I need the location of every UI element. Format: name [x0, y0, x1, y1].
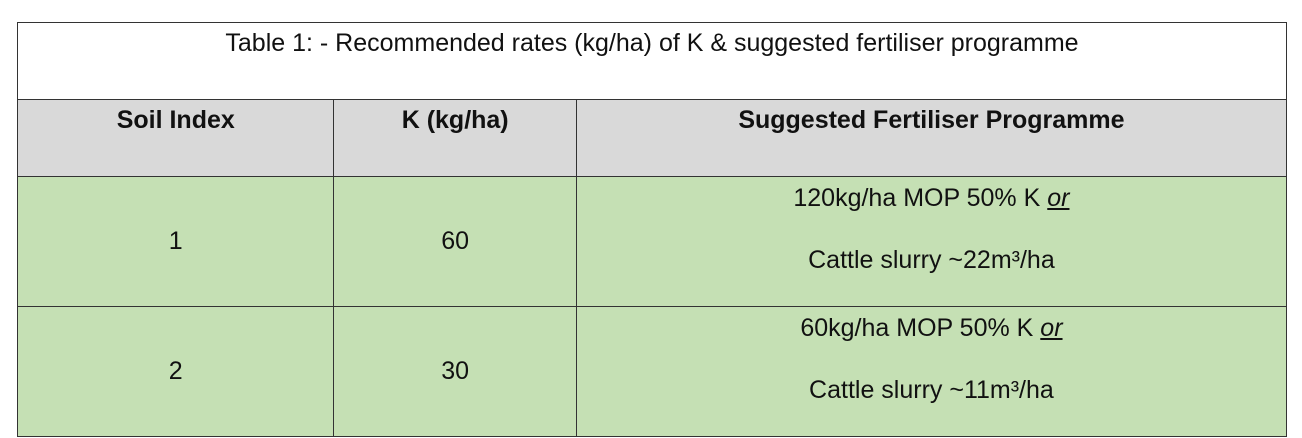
- programme-text: 60kg/ha MOP 50% K: [800, 314, 1034, 342]
- programme-line-2: Cattle slurry ~22m³/ha: [808, 246, 1055, 274]
- caption-row: Table 1: - Recommended rates (kg/ha) of …: [17, 22, 1287, 100]
- header-soil-index: Soil Index: [16, 99, 335, 177]
- programme-line-1: 120kg/ha MOP 50% K or: [577, 181, 1286, 215]
- table-row: 1 60 120kg/ha MOP 50% K or Cattle slurry…: [16, 176, 1288, 307]
- or-word: or: [1047, 184, 1070, 212]
- soil-index-cell: 1: [16, 176, 335, 307]
- header-row: Soil Index K (kg/ha) Suggested Fertilise…: [16, 99, 1288, 177]
- programme-text: 120kg/ha MOP 50% K: [793, 184, 1041, 212]
- header-k-rate: K (kg/ha): [333, 99, 577, 177]
- programme-cell: 60kg/ha MOP 50% K or Cattle slurry ~11m³…: [575, 306, 1288, 437]
- fertiliser-table: Table 1: - Recommended rates (kg/ha) of …: [16, 22, 1288, 437]
- k-rate-cell: 30: [333, 306, 577, 437]
- programme-cell: 120kg/ha MOP 50% K or Cattle slurry ~22m…: [575, 176, 1288, 307]
- soil-index-cell: 2: [16, 306, 335, 437]
- table-row: 2 30 60kg/ha MOP 50% K or Cattle slurry …: [16, 306, 1288, 437]
- programme-line-2: Cattle slurry ~11m³/ha: [809, 376, 1054, 404]
- table-caption: Table 1: - Recommended rates (kg/ha) of …: [17, 22, 1287, 100]
- k-rate-cell: 60: [333, 176, 577, 307]
- header-fertiliser-programme: Suggested Fertiliser Programme: [575, 99, 1288, 177]
- or-word: or: [1040, 314, 1063, 342]
- programme-line-1: 60kg/ha MOP 50% K or: [577, 311, 1286, 345]
